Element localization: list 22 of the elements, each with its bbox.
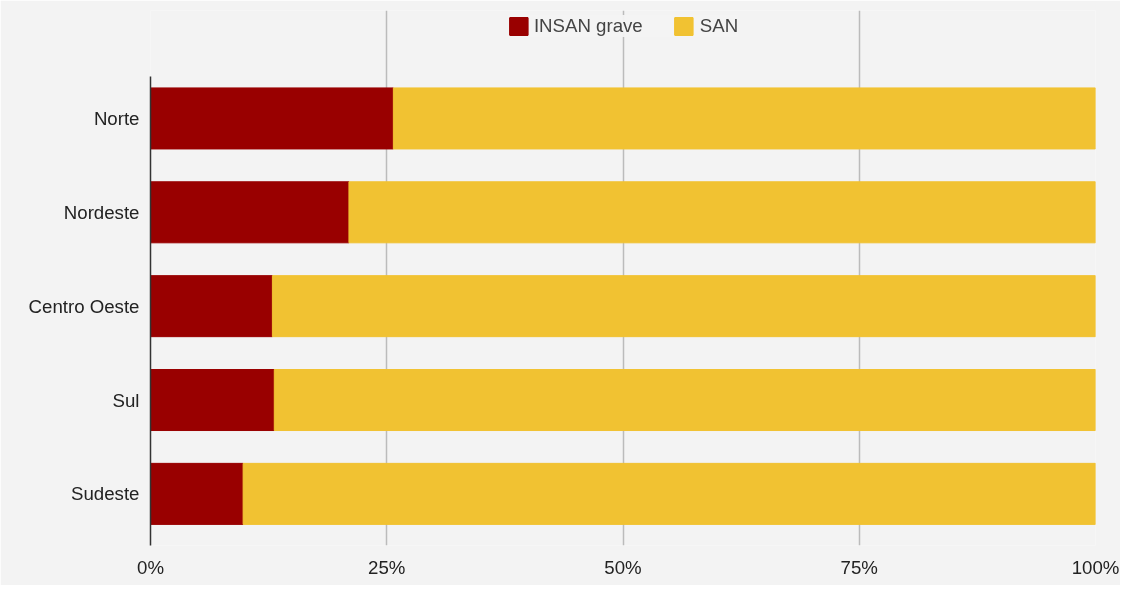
bar (348, 181, 1096, 244)
y-tick-label: Nordeste (63, 201, 140, 223)
legend-label: INSAN grave (533, 15, 643, 37)
y-tick-label: Centro Oeste (28, 295, 140, 317)
bar (392, 87, 1096, 150)
bar (150, 87, 394, 150)
x-tick-label: 75% (840, 556, 878, 578)
y-tick-label: Norte (93, 107, 140, 129)
bar (150, 369, 275, 432)
y-tick-label: Sudeste (71, 483, 140, 505)
bar (271, 275, 1096, 338)
x-tick-label: 0% (137, 556, 164, 578)
bar (273, 369, 1096, 432)
x-tick-label: 50% (604, 556, 642, 578)
bar (150, 181, 350, 244)
bar (150, 462, 244, 525)
y-tick-label: Sul (112, 389, 140, 411)
bar (150, 275, 273, 338)
legend-label: SAN (699, 15, 739, 37)
x-tick-label: 25% (368, 556, 406, 578)
bar (242, 462, 1096, 525)
x-tick-label: 100% (1071, 556, 1120, 578)
